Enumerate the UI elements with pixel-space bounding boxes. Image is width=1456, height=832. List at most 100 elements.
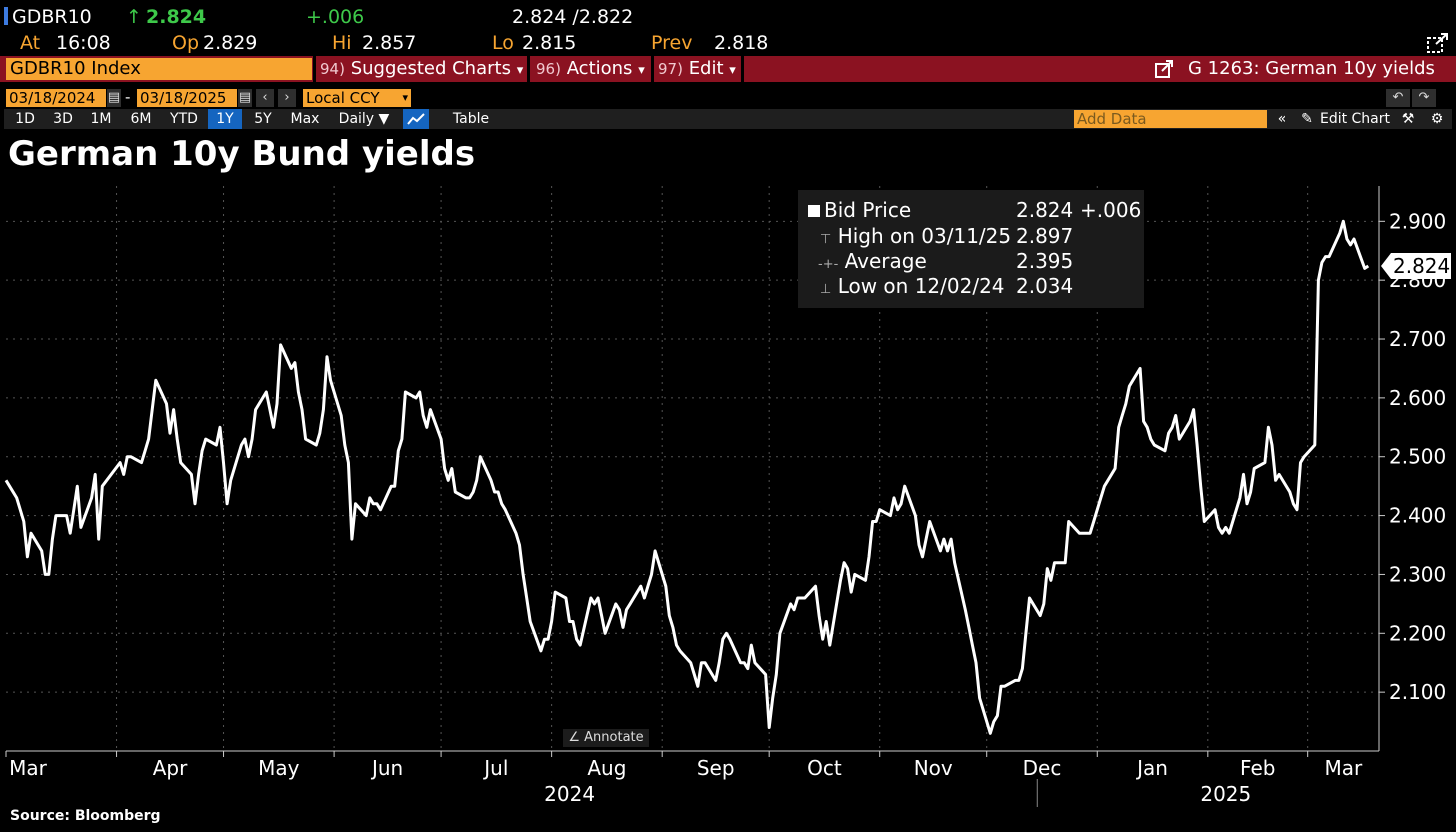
menu-separator: [313, 56, 316, 82]
end-date-field[interactable]: 03/18/2025: [137, 89, 237, 107]
menu-label: Suggested Charts: [350, 58, 511, 79]
y-tick-label: 2.100: [1389, 680, 1446, 704]
x-tick-label: Jun: [370, 756, 403, 780]
low-label: Lo: [492, 32, 514, 54]
legend-change: +.006: [1080, 198, 1142, 222]
chart-title: German 10y Bund yields: [8, 134, 476, 174]
y-tick-label: 2.400: [1389, 504, 1446, 528]
calendar-icon[interactable]: ▤: [107, 89, 121, 107]
y-tick-label: 2.300: [1389, 562, 1446, 586]
suggested-charts-menu[interactable]: 94) Suggested Charts ▾: [320, 56, 523, 82]
legend-label: High on 03/11/25: [837, 224, 1012, 248]
menu-separator: [527, 56, 530, 82]
pencil-icon[interactable]: ✎: [1301, 111, 1313, 127]
period-6m[interactable]: 6M: [130, 111, 152, 127]
year-label: 2025: [1200, 782, 1251, 806]
legend-value: 2.395: [1016, 249, 1074, 273]
currency-select[interactable]: Local CCY ▾: [303, 89, 411, 107]
legend-value: 2.824: [1016, 198, 1074, 222]
legend-value: 2.897: [1016, 224, 1074, 248]
chevron-right-icon[interactable]: ›: [278, 89, 296, 107]
legend-row-average: -+- Average: [818, 249, 927, 273]
calendar-icon[interactable]: ▤: [238, 89, 252, 107]
y-tick-label: 2.200: [1389, 621, 1446, 645]
function-title: G 1263: German 10y yields: [1188, 58, 1435, 79]
ticker[interactable]: GDBR10: [12, 6, 92, 28]
legend-row-bid[interactable]: Bid Price: [808, 198, 911, 222]
low-marker-icon: ⊥: [820, 282, 832, 297]
x-tick-label: Jul: [482, 756, 508, 780]
year-label: 2024: [544, 782, 595, 806]
chevron-left-icon[interactable]: ‹: [256, 89, 274, 107]
table-button[interactable]: Table: [452, 111, 490, 127]
up-arrow-icon: ↑: [126, 6, 142, 28]
x-tick-label: Aug: [587, 756, 626, 780]
low-value: 2.815: [522, 32, 577, 54]
y-tick-label: 2.500: [1389, 445, 1446, 469]
add-data-field[interactable]: Add Data: [1074, 110, 1267, 128]
annotate-button[interactable]: ∠ Annotate: [563, 729, 649, 747]
security-field[interactable]: GDBR10 Index: [6, 58, 312, 80]
line-chart-icon[interactable]: [403, 109, 429, 129]
chevron-down-icon: ▾: [729, 63, 736, 78]
chevron-down-icon: ▾: [516, 63, 524, 78]
chevron-down-icon: ▾: [402, 91, 408, 104]
high-marker-icon: ⊤: [820, 232, 832, 247]
source-note: Source: Bloomberg: [10, 808, 161, 824]
period-1d[interactable]: 1D: [15, 111, 35, 127]
pop-out-icon[interactable]: [1426, 32, 1450, 58]
launch-icon[interactable]: [1154, 59, 1174, 83]
high-value: 2.857: [362, 32, 417, 54]
edit-menu[interactable]: 97) Edit ▾: [658, 56, 736, 82]
prev-value: 2.818: [714, 32, 769, 54]
pencil-icon: ∠: [568, 730, 581, 745]
at-label: At: [20, 32, 41, 54]
period-5y[interactable]: 5Y: [254, 111, 272, 127]
period-1m[interactable]: 1M: [90, 111, 112, 127]
period-ytd[interactable]: YTD: [170, 111, 198, 127]
legend-box: Bid Price 2.824 +.006 ⊤ High on 03/11/25…: [798, 190, 1144, 308]
menu-separator: [651, 56, 654, 82]
undo-icon[interactable]: ↶: [1386, 89, 1410, 107]
period-max[interactable]: Max: [290, 111, 320, 127]
currency-value: Local CCY: [306, 89, 380, 107]
x-tick-label: Dec: [1023, 756, 1062, 780]
menu-number: 96): [536, 60, 561, 78]
legend-row-high: ⊤ High on 03/11/25: [820, 224, 1011, 248]
collapse-icon[interactable]: «: [1277, 111, 1287, 127]
period-1y[interactable]: 1Y: [208, 109, 242, 129]
edit-chart-button[interactable]: Edit Chart: [1319, 111, 1391, 127]
open-value: 2.829: [203, 32, 258, 54]
legend-label: Low on 12/02/24: [837, 274, 1005, 298]
gear-icon[interactable]: ⚙: [1430, 111, 1444, 127]
net-change: +.006: [306, 6, 365, 28]
prev-label: Prev: [651, 32, 693, 54]
x-tick-label: Oct: [807, 756, 842, 780]
legend-row-low: ⊥ Low on 12/02/24: [820, 274, 1005, 298]
menu-separator: [741, 56, 744, 82]
series-line: [4, 219, 1370, 735]
y-tick-label: 2.700: [1389, 327, 1446, 351]
legend-square-icon: [808, 205, 820, 217]
x-tick-label: Mar: [9, 756, 48, 780]
x-tick-label: Mar: [1324, 756, 1363, 780]
menu-label: Actions: [566, 58, 633, 79]
actions-menu[interactable]: 96) Actions ▾: [536, 56, 645, 82]
high-label: Hi: [332, 32, 352, 54]
legend-label: Average: [844, 249, 927, 273]
last-price: 2.824: [146, 6, 207, 28]
x-tick-label: Apr: [153, 756, 188, 780]
settings-icon[interactable]: ⚒: [1401, 111, 1415, 127]
last-value-label: 2.824: [1393, 254, 1450, 278]
start-date-field[interactable]: 03/18/2024: [6, 89, 106, 107]
period-3d[interactable]: 3D: [53, 111, 73, 127]
last-value-box: [1381, 253, 1451, 280]
x-tick-label: Sep: [697, 756, 735, 780]
redo-icon[interactable]: ↷: [1412, 89, 1436, 107]
date-dash: -: [125, 88, 131, 106]
ticker-marker: [4, 7, 8, 25]
last-value-tag: 2.824: [1381, 253, 1451, 280]
frequency-select[interactable]: Daily ▼: [338, 111, 390, 127]
menu-label: Edit: [688, 58, 724, 79]
